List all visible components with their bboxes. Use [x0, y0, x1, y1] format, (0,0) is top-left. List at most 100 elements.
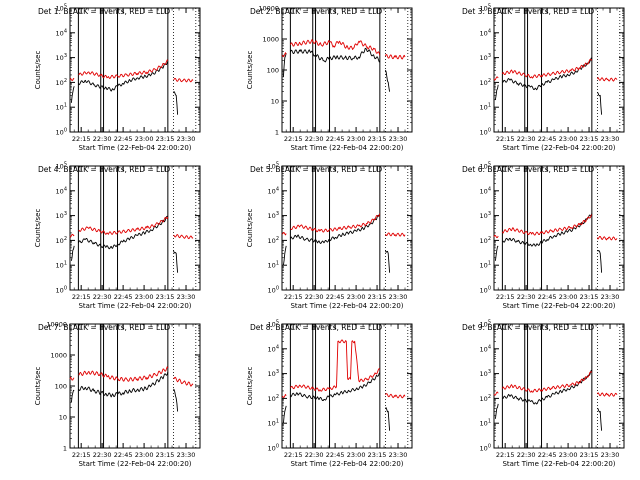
series-lld [69, 216, 194, 240]
series-line-segment [69, 376, 75, 381]
y-tick-label: 10000 [46, 321, 67, 329]
series-line-segment [78, 61, 169, 92]
y-tick-label: 1 [63, 445, 67, 453]
x-axis-label: Start Time (22-Feb-04 22:00:20) [78, 460, 191, 468]
x-tick-label: 23:30 [601, 135, 620, 143]
x-axis-label: Start Time (22-Feb-04 22:00:20) [502, 460, 615, 468]
chart-title: Det 7: BLACK = Events, RED = LLD [38, 323, 170, 332]
x-tick-label: 22:15 [496, 293, 515, 301]
y-tick-label: 104 [480, 344, 491, 353]
x-tick-label: 22:30 [93, 451, 112, 459]
y-tick-label: 1 [275, 129, 279, 137]
y-tick-label: 100 [480, 444, 491, 453]
y-tick-label: 103 [56, 211, 67, 220]
series-line-segment [78, 366, 169, 382]
x-tick-label: 22:15 [284, 451, 303, 459]
x-tick-label: 22:15 [496, 451, 515, 459]
y-tick-exponent: 0 [64, 286, 67, 292]
x-tick-label: 23:15 [368, 293, 387, 301]
series-line-segment [78, 59, 169, 79]
x-axis-label: Start Time (22-Feb-04 22:00:20) [290, 302, 403, 310]
x-tick-label: 23:00 [559, 135, 578, 143]
series-line-segment [281, 52, 287, 58]
y-tick-exponent: 2 [64, 236, 67, 242]
x-tick-label: 22:45 [326, 293, 345, 301]
y-tick-label: 102 [56, 236, 67, 245]
y-tick-exponent: 0 [64, 128, 67, 134]
y-tick-exponent: 0 [276, 286, 279, 292]
x-tick-label: 23:30 [389, 135, 408, 143]
x-tick-label: 22:45 [114, 135, 133, 143]
plot-frame [281, 165, 413, 291]
y-tick-label: 102 [480, 78, 491, 87]
series-line-segment [494, 84, 499, 100]
x-tick-label: 23:15 [156, 451, 175, 459]
y-tick-label: 100 [267, 67, 279, 75]
x-tick-label: 22:30 [517, 293, 536, 301]
series-lld [493, 214, 618, 241]
series-line-segment [597, 92, 603, 115]
y-tick-label: 103 [480, 369, 491, 378]
y-tick-label: 100 [268, 444, 279, 453]
det-1-panel: Det 1: BLACK = Events, RED = LLD10010110… [34, 4, 201, 152]
series-line-segment [69, 233, 75, 238]
y-tick-label: 105 [480, 162, 491, 171]
det-2-panel: Det 2: BLACK = Events, RED = LLD 1 10 100 10… [246, 5, 413, 152]
y-tick-label: 1000 [262, 36, 279, 44]
y-axis-label: Counts/sec [246, 367, 254, 406]
y-tick-label: 103 [480, 53, 491, 62]
chart-title: Det 3: BLACK = Events, RED = LLD [462, 7, 594, 16]
det-9-panel: Det 9: BLACK = Events, RED = LLD10010110… [462, 320, 625, 468]
x-tick-label: 23:15 [580, 135, 599, 143]
series-events [282, 372, 391, 431]
y-tick-exponent: 2 [64, 78, 67, 84]
plot-frame [493, 7, 625, 133]
y-tick-label: 10000 [258, 5, 279, 13]
plot-frame [493, 323, 625, 449]
x-tick-label: 22:15 [284, 293, 303, 301]
series-line-segment [384, 54, 406, 60]
x-axis-label: Start Time (22-Feb-04 22:00:20) [78, 144, 191, 152]
series-events [494, 57, 603, 115]
y-tick-label: 101 [480, 419, 491, 428]
series-line-segment [494, 245, 499, 261]
x-tick-label: 22:15 [72, 451, 91, 459]
y-tick-label: 105 [480, 4, 491, 13]
plot-frame [69, 165, 201, 291]
y-tick-exponent: 5 [276, 162, 279, 168]
y-tick-label: 10 [271, 98, 279, 106]
plot-frame [493, 165, 625, 291]
y-tick-label: 10 [59, 414, 67, 422]
series-events [282, 214, 391, 273]
series-line-segment [173, 388, 179, 412]
plot-frame [281, 323, 413, 449]
series-line-segment [290, 213, 381, 233]
y-tick-label: 101 [268, 419, 279, 428]
x-tick-label: 23:15 [368, 451, 387, 459]
y-tick-exponent: 2 [276, 236, 279, 242]
series-line-segment [282, 245, 287, 266]
y-tick-label: 105 [56, 162, 67, 171]
y-tick-label: 103 [268, 369, 279, 378]
series-line-segment [501, 58, 593, 79]
y-tick-exponent: 5 [488, 320, 491, 326]
series-line-segment [173, 77, 194, 83]
x-tick-label: 23:30 [389, 451, 408, 459]
x-tick-label: 23:00 [135, 451, 154, 459]
y-tick-exponent: 5 [64, 4, 67, 10]
det-3-panel: Det 3: BLACK = Events, RED = LLD10010110… [462, 4, 625, 152]
series-lld [493, 58, 618, 82]
x-tick-label: 22:15 [284, 135, 303, 143]
x-tick-label: 22:45 [326, 451, 345, 459]
x-tick-label: 23:00 [135, 135, 154, 143]
x-tick-label: 22:45 [326, 135, 345, 143]
x-axis-label: Start Time (22-Feb-04 22:00:20) [502, 144, 615, 152]
y-tick-label: 103 [480, 211, 491, 220]
series-line-segment [289, 47, 381, 63]
series-lld [281, 213, 406, 237]
y-tick-label: 105 [268, 162, 279, 171]
y-tick-exponent: 4 [488, 186, 491, 192]
y-tick-label: 102 [480, 236, 491, 245]
chart-title: Det 5: BLACK = Events, RED = LLD [250, 165, 382, 174]
y-tick-label: 104 [480, 186, 491, 195]
